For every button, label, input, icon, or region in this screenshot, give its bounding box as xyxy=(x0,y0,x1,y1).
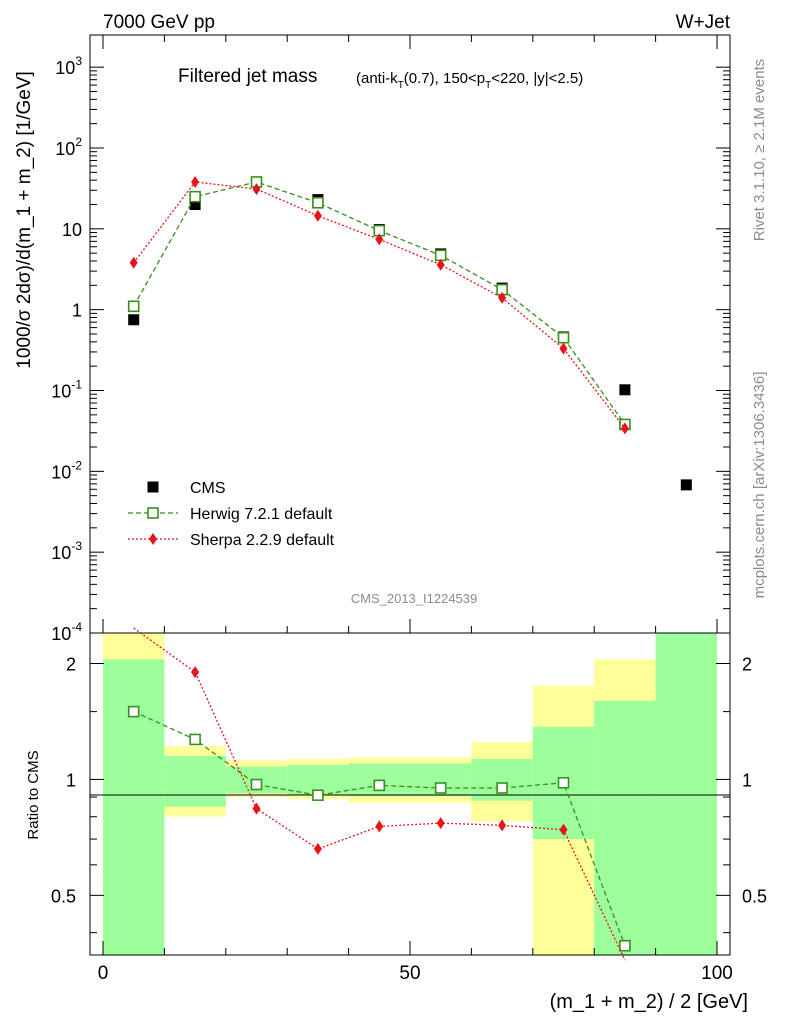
ratio-series xyxy=(127,627,631,961)
rivet-label: Rivet 3.1.10, ≥ 2.1M events xyxy=(751,59,768,242)
stat-band xyxy=(164,756,226,807)
data-point xyxy=(434,782,447,794)
data-point xyxy=(619,384,631,396)
y-tick-label: 10-2 xyxy=(51,458,82,482)
data-point xyxy=(189,733,201,746)
chart-title: Filtered jet mass xyxy=(178,66,317,87)
data-point xyxy=(252,183,261,196)
source-label: mcplots.cern.ch [arXiv:1306.3436] xyxy=(751,372,768,599)
data-point xyxy=(147,481,159,493)
data-point xyxy=(375,820,384,833)
x-tick-label: 0 xyxy=(98,963,109,984)
watermark: CMS_2013_I1224539 xyxy=(351,591,478,606)
legend-label: Herwig 7.2.1 default xyxy=(190,506,333,523)
x-tick-label: 50 xyxy=(399,963,420,984)
data-point xyxy=(498,291,507,304)
data-point xyxy=(436,258,445,271)
y-tick-label: 10-4 xyxy=(51,620,82,644)
data-point xyxy=(312,789,324,801)
data-point xyxy=(620,422,629,435)
ratio-panel: 0.5 0.5 1 1 2 2 0 50 100 xyxy=(51,627,767,984)
ratio-tick-label-left: 0.5 xyxy=(51,886,76,906)
data-point xyxy=(312,196,324,209)
data-point xyxy=(559,342,568,355)
data-point xyxy=(189,199,201,211)
stat-band xyxy=(594,700,656,955)
legend: CMS Herwig 7.2.1 default Sherpa 2.2.9 defa… xyxy=(128,480,335,549)
stat-band xyxy=(471,758,533,801)
y-tick-label: 10-1 xyxy=(51,378,82,402)
ratio-tick-label-right: 2 xyxy=(742,654,752,674)
x-axis-label: (m_1 + m_2) / 2 [GeV] xyxy=(550,991,748,1013)
data-point xyxy=(496,782,508,794)
data-point xyxy=(129,256,138,269)
header-left: 7000 GeV pp xyxy=(103,12,215,33)
y-tick-label: 10 xyxy=(62,220,82,240)
chart-subtitle: (anti-kT(0.7), 150<pT<220, |y|<2.5) xyxy=(356,70,583,91)
legend-label: Sherpa 2.2.9 default xyxy=(190,532,335,549)
data-point xyxy=(498,819,507,832)
main-panel: 10-4 10-3 10-2 10-1 1 10 102 103 Filtered jet m… xyxy=(51,34,731,644)
main-frame xyxy=(89,34,731,634)
data-point xyxy=(147,507,159,519)
data-point xyxy=(189,190,201,203)
data-point xyxy=(375,233,384,246)
data-point xyxy=(559,823,568,836)
y-tick-label: 1 xyxy=(72,301,82,321)
series-line xyxy=(133,181,626,429)
ratio-bands xyxy=(103,633,717,955)
ratio-y-label: Ratio to CMS xyxy=(25,750,42,839)
data-point xyxy=(680,479,692,491)
x-tick-label: 100 xyxy=(701,963,733,984)
stat-band xyxy=(655,633,717,955)
data-point xyxy=(557,776,570,789)
y-tick-label: 10-3 xyxy=(51,539,82,563)
data-point xyxy=(128,314,140,326)
data-point xyxy=(436,817,445,830)
ratio-axis-ticks: 0.5 0.5 1 1 2 2 0 50 100 xyxy=(51,654,767,984)
series-line xyxy=(133,181,626,425)
ratio-tick-label-left: 1 xyxy=(66,770,76,790)
data-point xyxy=(313,842,322,855)
main-axis-ticks: 10-4 10-3 10-2 10-1 1 10 102 103 xyxy=(51,35,730,644)
data-point xyxy=(313,209,322,222)
ratio-tick-label-right: 1 xyxy=(742,770,752,790)
data-point xyxy=(191,666,200,679)
data-point xyxy=(373,779,386,792)
data-point xyxy=(127,300,140,313)
data-point xyxy=(557,331,570,344)
main-series xyxy=(127,175,692,491)
data-point xyxy=(127,705,140,718)
data-point xyxy=(191,175,200,188)
y-tick-label: 103 xyxy=(55,54,82,78)
data-point xyxy=(149,533,157,545)
header-right: W+Jet xyxy=(676,12,731,33)
ratio-tick-label-left: 2 xyxy=(66,654,76,674)
y-axis-label: 1000/σ 2dσ)/d(m_1 + m_2) [1/GeV] xyxy=(14,71,35,369)
y-tick-label: 102 xyxy=(55,135,82,159)
legend-label: CMS xyxy=(190,480,226,497)
data-point xyxy=(252,802,261,815)
data-point xyxy=(250,778,263,791)
ratio-tick-label-right: 0.5 xyxy=(742,886,767,906)
stat-band xyxy=(103,659,165,955)
data-point xyxy=(619,939,631,952)
